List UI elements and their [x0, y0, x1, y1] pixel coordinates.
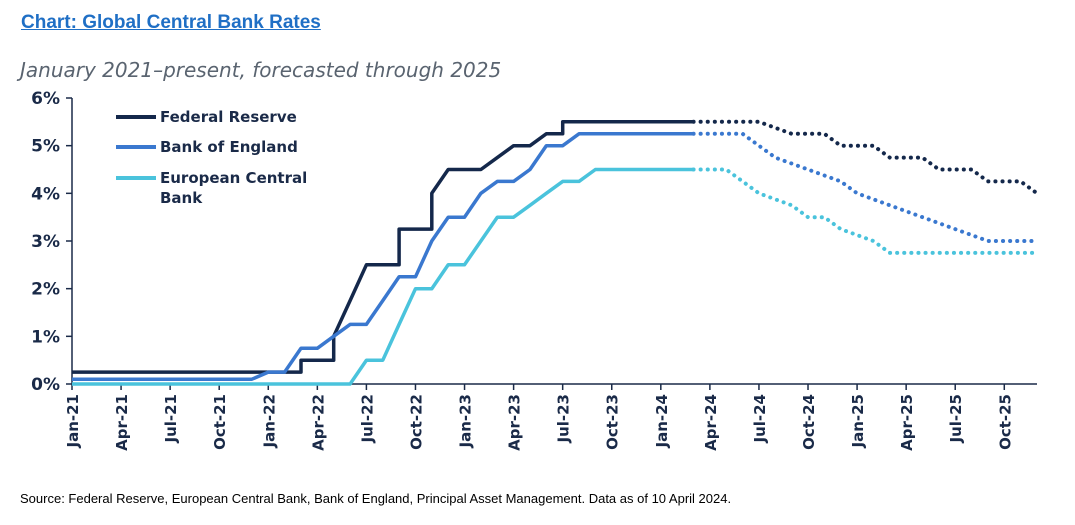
y-tick-label: 6% [31, 89, 60, 109]
x-tick-label: Jan-25 [849, 394, 867, 448]
x-tick-label: Apr-24 [702, 394, 720, 451]
x-tick-label: Jul-25 [947, 394, 965, 444]
x-tick-label: Apr-22 [309, 394, 327, 451]
x-tick-label: Apr-21 [113, 394, 131, 451]
x-tick-label: Jul-21 [162, 394, 180, 444]
x-tick-label: Oct-21 [211, 394, 229, 450]
x-tick-label: Jul-24 [751, 394, 769, 444]
bank-of-england-forecast-line [691, 131, 1039, 243]
x-tick-label: Jul-22 [358, 394, 376, 444]
y-tick-label: 3% [31, 232, 60, 252]
chart-series-layer [72, 119, 1039, 386]
european-central-bank-legend-label: European Central [160, 169, 307, 187]
y-tick-label: 2% [31, 280, 60, 300]
european-central-bank-actual-line [72, 167, 694, 386]
european-central-bank-legend-label: Bank [160, 189, 203, 207]
y-tick-label: 0% [31, 375, 60, 395]
x-tick-label: Jan-24 [653, 394, 671, 448]
page-title[interactable]: Chart: Global Central Bank Rates [21, 12, 321, 33]
x-tick-label: Oct-23 [604, 394, 622, 450]
x-tick-label: Jan-23 [457, 394, 475, 448]
x-tick-label: Jul-23 [555, 394, 573, 444]
y-tick-label: 1% [31, 327, 60, 347]
x-tick-label: Apr-23 [506, 394, 524, 451]
bank-of-england-legend-label: Bank of England [160, 138, 298, 156]
federal-reserve-legend-label: Federal Reserve [160, 108, 297, 126]
european-central-bank-forecast-line [691, 167, 1039, 255]
x-tick-label: Oct-24 [800, 394, 818, 450]
y-tick-label: 5% [31, 137, 60, 157]
source-note: Source: Federal Reserve, European Centra… [20, 491, 732, 506]
x-tick-label: Oct-22 [407, 394, 425, 450]
x-tick-label: Jan-21 [64, 394, 82, 448]
chart-legend: Federal Reserve Bank of England European C… [116, 108, 307, 207]
bank-of-england-actual-line [72, 132, 694, 381]
chart-axes: 0% 1% 2% 3% 4% 5% 6% Jan-21 Apr-21 Jul-21 Oct-21 Ja… [31, 89, 1037, 451]
x-tick-label: Apr-25 [898, 394, 916, 451]
federal-reserve-forecast-line [691, 119, 1039, 196]
chart-subtitle: January 2021–present, forecasted through… [20, 58, 502, 82]
y-tick-label: 4% [31, 184, 60, 204]
x-tick-label: Oct-25 [996, 394, 1014, 450]
x-tick-label: Jan-22 [260, 394, 278, 448]
federal-reserve-actual-line [72, 120, 694, 374]
